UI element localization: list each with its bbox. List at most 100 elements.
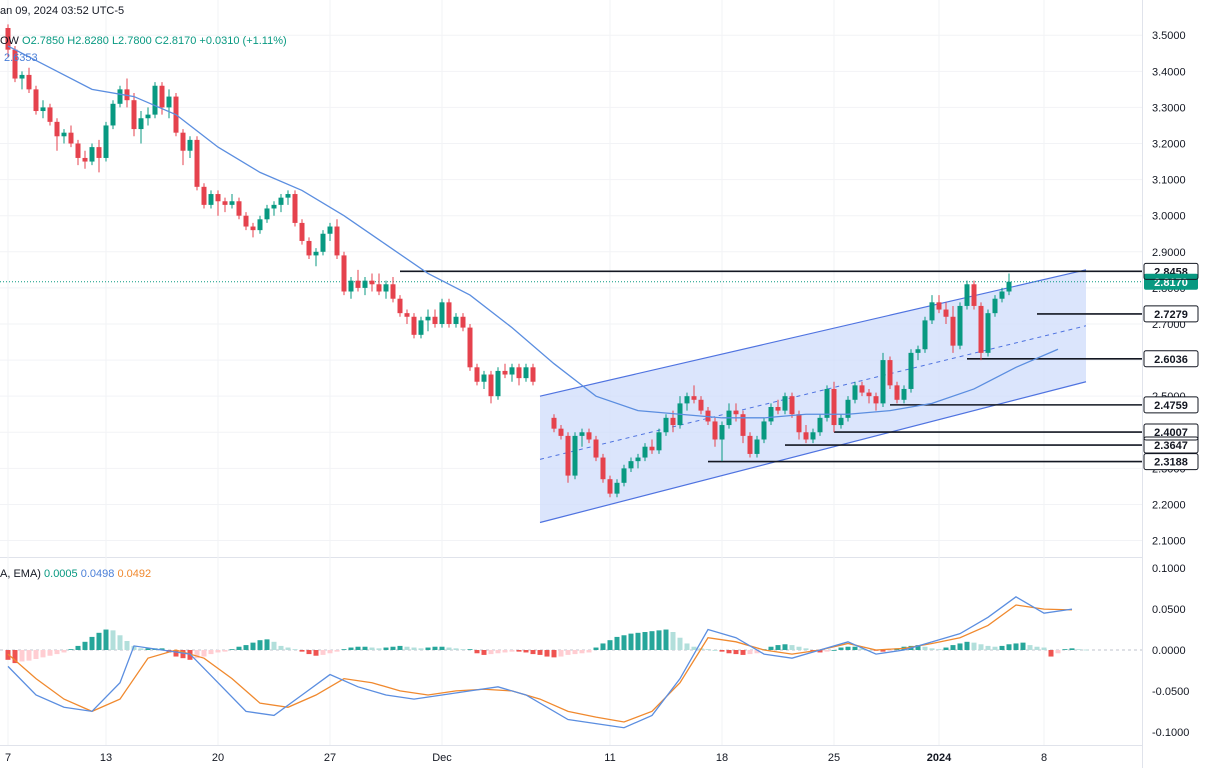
candle-body <box>572 435 578 476</box>
macd-histogram-bar <box>502 650 508 653</box>
macd-histogram-bar <box>740 650 746 655</box>
macd-histogram-bar <box>789 645 795 650</box>
macd-histogram-bar <box>404 646 410 650</box>
regression-channel[interactable] <box>539 269 1087 524</box>
ma-value: 2.6353 <box>4 52 38 64</box>
macd-histogram-bar <box>334 650 340 652</box>
macd-histogram-bar <box>831 650 837 651</box>
candle-body <box>369 280 375 285</box>
candle-body <box>698 399 704 411</box>
macd-histogram-bar <box>82 641 88 650</box>
macd-histogram-bar <box>775 645 781 650</box>
candle-body <box>691 396 697 400</box>
macd-histogram-bar <box>915 645 921 650</box>
macd-histogram-bar <box>460 649 466 650</box>
macd-histogram-bar <box>327 650 333 654</box>
candle-body <box>201 186 207 205</box>
macd-histogram-bar <box>747 650 753 655</box>
candle-body <box>761 421 767 440</box>
level-price-tag: 2.6036 <box>1154 354 1188 366</box>
channel-upper-line[interactable] <box>539 269 1087 397</box>
macd-histogram-bar <box>551 650 557 658</box>
price-tick-label: 3.4000 <box>1152 66 1186 78</box>
level-price-tag-border <box>1143 453 1199 471</box>
macd-label: A, EMA) <box>0 568 41 580</box>
moving-average <box>7 45 1059 419</box>
macd-histogram-bar <box>852 646 858 650</box>
macd-histogram-bar <box>523 650 529 653</box>
macd-histogram-bar <box>922 646 928 650</box>
macd-histogram-bar <box>635 632 641 650</box>
macd-histogram-bar <box>803 648 809 650</box>
candle-body <box>887 360 893 386</box>
macd-histogram-bar <box>292 649 298 650</box>
candle-body <box>943 309 949 317</box>
ma-line <box>7 45 1059 419</box>
candle-body <box>61 132 67 137</box>
candle-body <box>929 302 935 321</box>
macd-signal-value: 0.0492 <box>117 568 152 580</box>
macd-histogram-bar <box>194 650 200 659</box>
macd-histogram-bar <box>313 650 319 656</box>
candle-body <box>957 305 963 346</box>
macd-histogram-bar <box>390 646 396 650</box>
candle-body <box>362 280 368 288</box>
candle-body <box>376 284 382 292</box>
time-tick-label: 18 <box>716 752 728 764</box>
level-price-tag-border <box>1143 423 1199 441</box>
candle-body <box>446 302 452 324</box>
macd-histogram-bar <box>782 644 788 650</box>
horizontal-levels[interactable] <box>0 270 1142 463</box>
candle-body <box>215 194 221 202</box>
candle-body <box>166 96 172 108</box>
time-tick-label: 20 <box>212 752 224 764</box>
candle-body <box>621 468 627 483</box>
macd-histogram-bar <box>838 647 844 650</box>
channel-mid-line[interactable] <box>539 325 1087 460</box>
macd-histogram-bar <box>103 629 109 650</box>
channel-fill[interactable] <box>540 269 1086 523</box>
macd-histogram-bar <box>362 646 368 650</box>
candle-body <box>257 219 263 231</box>
candle-body <box>936 302 942 310</box>
macd-histogram-bar <box>1076 649 1082 650</box>
price-tags: 2.84582.72792.60362.47592.40072.36472.31… <box>1143 262 1199 471</box>
price-tick-label: 3.3000 <box>1152 102 1186 114</box>
macd-histogram-bar <box>1020 642 1026 650</box>
macd-histogram-bar <box>271 641 277 650</box>
candle-body <box>460 316 466 328</box>
low-value: L2.7800 <box>111 35 152 47</box>
macd-histogram-bar <box>467 649 473 650</box>
candle-body <box>551 417 557 429</box>
candle-body <box>768 407 774 422</box>
candle-body <box>600 457 606 480</box>
candle-body <box>75 143 81 158</box>
candle-body <box>712 421 718 440</box>
macd-histogram-bar <box>642 632 648 650</box>
macd-line-value: 0.0498 <box>80 568 115 580</box>
candle-body <box>845 399 851 418</box>
macd-histogram-bar <box>1034 646 1040 650</box>
candle-body <box>89 147 95 162</box>
macd-histogram-bar <box>1062 649 1068 650</box>
macd-histogram-bar <box>992 646 998 650</box>
candle-body <box>530 367 536 382</box>
candle-body <box>670 417 676 426</box>
macd-histogram-bar <box>572 650 578 655</box>
macd-histogram-bar <box>817 650 823 653</box>
candle-body <box>341 255 347 292</box>
high-value: H2.8280 <box>67 35 109 47</box>
macd-histogram-bar <box>376 648 382 650</box>
candle-body <box>159 85 165 108</box>
candle-body <box>894 385 900 400</box>
macd-histogram-bar <box>768 646 774 650</box>
macd-histogram-bar <box>425 647 431 650</box>
macd-histogram-bar <box>845 646 851 650</box>
macd-histogram-bar <box>75 645 81 650</box>
macd-histogram-bar <box>607 640 613 650</box>
candle-body <box>404 313 410 317</box>
macd-histogram-bar <box>712 650 718 651</box>
macd-histogram-bar <box>677 637 683 650</box>
candle-body <box>810 432 816 440</box>
